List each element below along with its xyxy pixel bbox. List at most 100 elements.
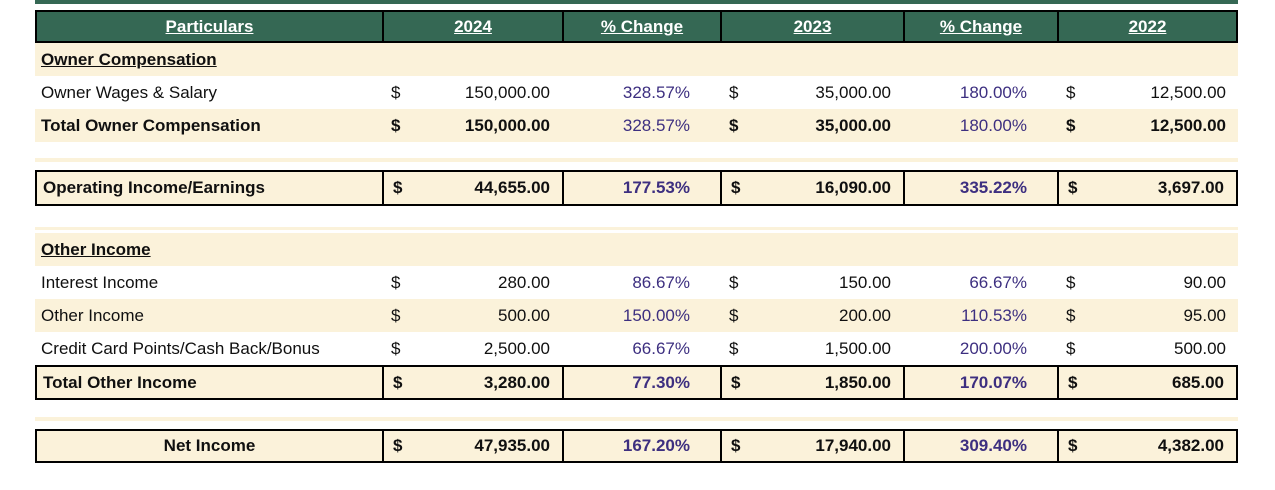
cell-2024[interactable]: $150,000.00 — [382, 109, 562, 142]
cell-particulars[interactable]: Interest Income — [41, 272, 159, 292]
table-row-net-income: Net Income $47,935.00 167.20% $17,940.00… — [35, 429, 1238, 463]
cell-particulars[interactable]: Operating Income/Earnings — [35, 170, 382, 206]
header-label: 2022 — [1128, 16, 1167, 36]
currency-symbol: $ — [729, 338, 739, 358]
cell-2024[interactable]: $500.00 — [382, 299, 562, 332]
currency-symbol: $ — [729, 305, 739, 325]
section-row-other-income: Other Income — [35, 233, 1238, 266]
cell-pct-change-1[interactable]: 77.30% — [562, 365, 720, 400]
header-cell-2023[interactable]: 2023 — [720, 10, 903, 43]
table-row-total-owner-compensation: Total Owner Compensation $150,000.00 328… — [35, 109, 1238, 142]
amount: 90.00 — [1183, 272, 1226, 292]
cell-pct-change-2[interactable]: 66.67% — [969, 272, 1027, 292]
cell-pct-change-2[interactable]: 110.53% — [903, 299, 1057, 332]
cell-particulars[interactable]: Net Income — [35, 429, 382, 463]
cell-2023[interactable]: $1,500.00 — [720, 332, 903, 365]
amount: 200.00 — [839, 305, 891, 325]
cell-2024[interactable]: $280.00 — [382, 266, 562, 299]
cell-2023[interactable]: $200.00 — [720, 299, 903, 332]
cell-2023[interactable]: $17,940.00 — [720, 429, 903, 463]
currency-symbol: $ — [731, 178, 741, 197]
table-row-interest-income: Interest Income $280.00 86.67% $150.00 6… — [35, 266, 1238, 299]
currency-symbol: $ — [391, 82, 401, 102]
cell-particulars[interactable]: Total Owner Compensation — [35, 109, 382, 142]
clipped-row-sliver-top — [35, 0, 1238, 4]
cell-2024[interactable]: $47,935.00 — [382, 429, 562, 463]
currency-symbol: $ — [729, 82, 739, 102]
header-label: 2024 — [454, 16, 492, 36]
amount: 17,940.00 — [815, 436, 891, 455]
header-label: 2023 — [793, 16, 832, 36]
header-cell-2024[interactable]: 2024 — [382, 10, 562, 43]
header-label: Particulars — [165, 16, 254, 36]
currency-symbol: $ — [393, 372, 403, 392]
cell-2022[interactable]: $90.00 — [1057, 266, 1238, 299]
amount: 47,935.00 — [474, 436, 550, 455]
header-label: % Change — [600, 16, 684, 36]
cell-pct-change-1[interactable]: 86.67% — [632, 272, 690, 292]
cell-particulars[interactable]: Other Income — [35, 299, 382, 332]
cell-pct-change-1[interactable]: 66.67% — [632, 338, 690, 358]
cell-pct-change-1[interactable]: 328.57% — [622, 82, 690, 102]
amount: 12,500.00 — [1150, 115, 1226, 135]
cell-2023[interactable]: $35,000.00 — [720, 109, 903, 142]
table-row-other-income: Other Income $500.00 150.00% $200.00 110… — [35, 299, 1238, 332]
amount: 4,382.00 — [1157, 436, 1224, 455]
cell-pct-change-2[interactable]: 170.07% — [903, 365, 1057, 400]
cell-2024[interactable]: $3,280.00 — [382, 365, 562, 400]
currency-symbol: $ — [391, 272, 401, 292]
amount: 16,090.00 — [815, 178, 891, 197]
currency-symbol: $ — [391, 338, 401, 358]
table-row-total-other-income: Total Other Income $3,280.00 77.30% $1,8… — [35, 365, 1238, 400]
cell-2024[interactable]: $150,000.00 — [382, 76, 562, 109]
cell-2023[interactable]: $35,000.00 — [720, 76, 903, 109]
cell-particulars[interactable]: Credit Card Points/Cash Back/Bonus — [41, 338, 320, 358]
header-cell-pct-change-1[interactable]: % Change — [562, 10, 720, 43]
cell-pct-change-1[interactable]: 167.20% — [562, 429, 720, 463]
amount: 500.00 — [1174, 338, 1226, 358]
cell-particulars[interactable]: Owner Wages & Salary — [41, 82, 218, 102]
header-cell-2022[interactable]: 2022 — [1057, 10, 1238, 43]
currency-symbol: $ — [1066, 115, 1076, 135]
amount: 2,500.00 — [483, 338, 550, 358]
cell-pct-change-2[interactable]: 335.22% — [903, 170, 1057, 206]
cell-pct-change-1[interactable]: 150.00% — [562, 299, 720, 332]
cell-2022[interactable]: $4,382.00 — [1057, 429, 1238, 463]
header-cell-pct-change-2[interactable]: % Change — [903, 10, 1057, 43]
cell-pct-change-1[interactable]: 177.53% — [562, 170, 720, 206]
currency-symbol: $ — [391, 305, 401, 325]
amount: 150,000.00 — [464, 82, 550, 102]
cell-pct-change-2[interactable]: 180.00% — [959, 82, 1027, 102]
column-header-row: Particulars 2024 % Change 2023 % Change … — [35, 10, 1238, 43]
section-row-owner-compensation: Owner Compensation — [35, 43, 1238, 76]
currency-symbol: $ — [393, 178, 403, 197]
table-row-owner-wages: Owner Wages & Salary $150,000.00 328.57%… — [35, 76, 1238, 109]
cell-2024[interactable]: $44,655.00 — [382, 170, 562, 206]
cell-2022[interactable]: $500.00 — [1057, 332, 1238, 365]
cell-2023[interactable]: $150.00 — [720, 266, 903, 299]
cell-2022[interactable]: $95.00 — [1057, 299, 1238, 332]
cell-2024[interactable]: $2,500.00 — [382, 332, 562, 365]
section-header-cell[interactable]: Other Income — [35, 233, 1238, 266]
cell-pct-change-1[interactable]: 328.57% — [562, 109, 720, 142]
cell-2023[interactable]: $16,090.00 — [720, 170, 903, 206]
currency-symbol: $ — [731, 372, 741, 392]
currency-symbol: $ — [391, 115, 401, 135]
spreadsheet-region: Particulars 2024 % Change 2023 % Change … — [35, 0, 1238, 490]
table-row-credit-card-points: Credit Card Points/Cash Back/Bonus $2,50… — [35, 332, 1238, 365]
cell-2022[interactable]: $685.00 — [1057, 365, 1238, 400]
cell-2022[interactable]: $12,500.00 — [1057, 76, 1238, 109]
cell-2023[interactable]: $1,850.00 — [720, 365, 903, 400]
amount: 95.00 — [1183, 305, 1226, 325]
cell-pct-change-2[interactable]: 180.00% — [903, 109, 1057, 142]
cell-pct-change-2[interactable]: 200.00% — [959, 338, 1027, 358]
currency-symbol: $ — [729, 272, 739, 292]
currency-symbol: $ — [729, 115, 739, 135]
amount: 150,000.00 — [464, 115, 550, 135]
cell-pct-change-2[interactable]: 309.40% — [903, 429, 1057, 463]
section-header-cell[interactable]: Owner Compensation — [35, 43, 1238, 76]
cell-particulars[interactable]: Total Other Income — [35, 365, 382, 400]
cell-2022[interactable]: $3,697.00 — [1057, 170, 1238, 206]
cell-2022[interactable]: $12,500.00 — [1057, 109, 1238, 142]
header-cell-particulars[interactable]: Particulars — [35, 10, 382, 43]
